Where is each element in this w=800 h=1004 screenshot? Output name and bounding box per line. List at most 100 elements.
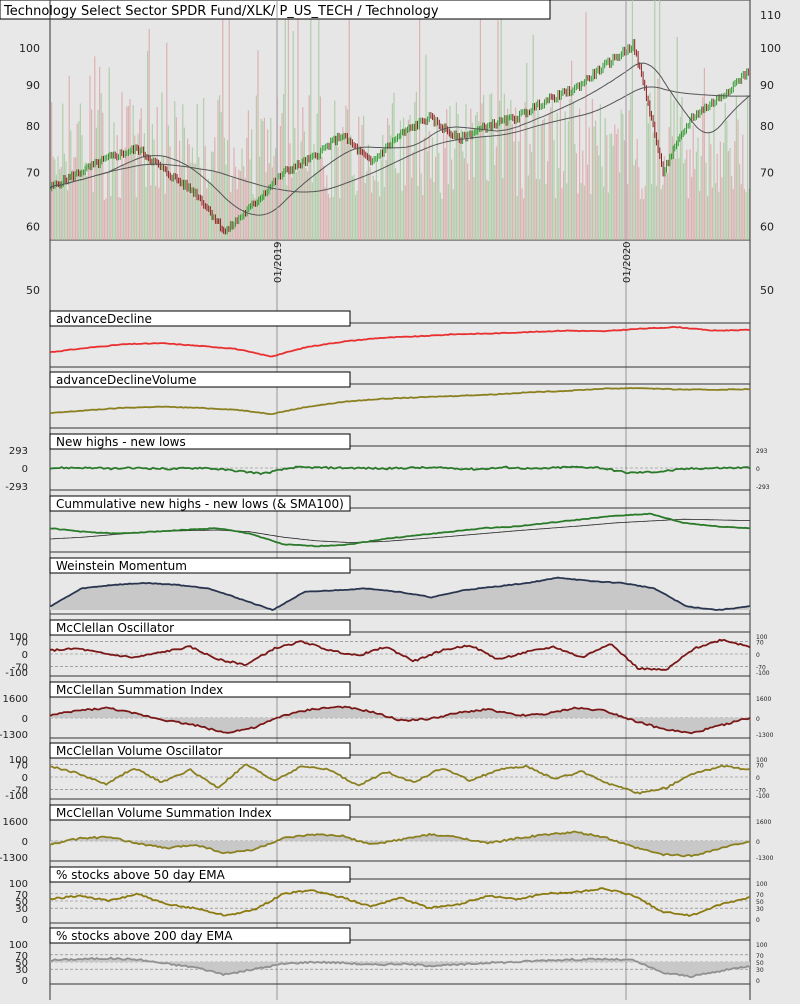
volume-bar bbox=[676, 36, 678, 240]
volume-bar bbox=[451, 159, 453, 240]
volume-bar bbox=[159, 161, 161, 240]
volume-bar bbox=[267, 129, 269, 240]
volume-bar bbox=[499, 100, 501, 240]
volume-bar bbox=[535, 178, 537, 240]
panel-title-box bbox=[49, 927, 351, 944]
volume-bar bbox=[75, 157, 77, 240]
volume-bar bbox=[366, 171, 368, 240]
volume-bar bbox=[196, 103, 198, 240]
volume-bar bbox=[263, 117, 265, 240]
volume-bar bbox=[475, 115, 477, 240]
volume-bar bbox=[454, 148, 456, 240]
panel-y-tick-right: 0 bbox=[756, 466, 760, 473]
volume-bar bbox=[465, 104, 467, 240]
volume-bar bbox=[123, 164, 125, 240]
volume-bar bbox=[673, 100, 675, 240]
volume-bar bbox=[132, 104, 134, 241]
volume-bar bbox=[585, 12, 587, 240]
y-tick-left: 100 bbox=[19, 42, 40, 55]
panel-title: McClellan Volume Oscillator bbox=[56, 744, 223, 758]
volume-bar bbox=[599, 104, 601, 241]
volume-bar bbox=[225, 164, 227, 240]
volume-bar bbox=[188, 144, 190, 240]
volume-bar bbox=[150, 185, 152, 240]
volume-bar bbox=[659, 0, 661, 240]
volume-bar bbox=[342, 127, 344, 240]
volume-bar bbox=[403, 117, 405, 240]
volume-bar bbox=[678, 158, 680, 240]
volume-bar bbox=[76, 123, 78, 240]
volume-bar bbox=[492, 132, 494, 240]
panel-y-tick-right: -100 bbox=[756, 793, 770, 800]
y-tick-left: 90 bbox=[26, 79, 40, 92]
volume-bar bbox=[415, 91, 417, 240]
volume-bar bbox=[425, 54, 427, 241]
volume-bar bbox=[214, 137, 216, 240]
y-tick-left: 70 bbox=[26, 167, 40, 180]
panel-title-box bbox=[49, 371, 351, 388]
volume-bar bbox=[420, 173, 422, 240]
volume-bar bbox=[414, 101, 416, 240]
volume-bar bbox=[633, 165, 635, 240]
volume-bar bbox=[271, 167, 273, 240]
panel-y-tick-right: 100 bbox=[756, 881, 768, 888]
volume-bar bbox=[745, 191, 747, 240]
volume-bar bbox=[319, 96, 321, 240]
volume-bar bbox=[151, 124, 153, 240]
series-line bbox=[50, 387, 751, 416]
volume-bar bbox=[171, 180, 173, 240]
volume-bar bbox=[348, 0, 350, 240]
volume-bar bbox=[353, 174, 355, 240]
panel-y-tick-right: 30 bbox=[756, 906, 764, 913]
y-tick-right: 90 bbox=[760, 79, 774, 92]
panel-y-tick-right: 0 bbox=[756, 917, 760, 924]
panel-y-tick-left: 70 bbox=[15, 637, 28, 648]
volume-bar bbox=[580, 182, 582, 240]
volume-bar bbox=[244, 177, 246, 240]
volume-bar bbox=[142, 164, 144, 240]
volume-bar bbox=[647, 123, 649, 240]
volume-bar bbox=[299, 169, 301, 240]
volume-bar bbox=[54, 159, 56, 240]
volume-bar bbox=[259, 156, 261, 240]
volume-bar bbox=[494, 165, 496, 240]
volume-bar bbox=[635, 159, 637, 240]
panel-title: advanceDeclineVolume bbox=[56, 373, 197, 387]
volume-bar bbox=[140, 108, 142, 241]
volume-bar bbox=[380, 159, 382, 240]
volume-bar bbox=[481, 103, 483, 241]
volume-bar bbox=[390, 135, 392, 240]
volume-bar bbox=[270, 117, 272, 240]
volume-bar bbox=[273, 156, 275, 240]
volume-bar bbox=[639, 199, 641, 240]
price-panel: 11011010010090908080707060605050Technolo… bbox=[0, 0, 781, 297]
volume-bar bbox=[654, 0, 656, 240]
volume-bar bbox=[747, 97, 749, 240]
volume-bar bbox=[399, 120, 401, 240]
panel-title-box bbox=[49, 619, 351, 636]
volume-bar bbox=[241, 148, 243, 240]
panel-y-tick-right: -1300 bbox=[756, 855, 774, 862]
volume-bar bbox=[644, 185, 646, 240]
panel-title-box bbox=[49, 681, 351, 698]
series-line bbox=[49, 576, 751, 611]
volume-bar bbox=[582, 150, 584, 240]
volume-bar bbox=[321, 157, 323, 240]
panel-title: Cummulative new highs - new lows (& SMA1… bbox=[56, 497, 344, 511]
indicator-panel: McClellan Volume Summation Index 1600 0 -13… bbox=[0, 804, 774, 864]
volume-bar bbox=[436, 125, 438, 240]
volume-bar bbox=[724, 102, 726, 240]
volume-bar bbox=[551, 94, 553, 240]
panel-title: McClellan Volume Summation Index bbox=[56, 806, 272, 820]
panel-title: New highs - new lows bbox=[56, 435, 186, 449]
volume-bar bbox=[364, 183, 366, 240]
volume-bar bbox=[260, 119, 262, 240]
y-tick-left: 50 bbox=[26, 284, 40, 297]
volume-bar bbox=[476, 112, 478, 240]
panel-y-tick-right: 70 bbox=[756, 639, 764, 646]
volume-bar bbox=[683, 163, 685, 240]
volume-bar bbox=[731, 176, 733, 240]
volume-bar bbox=[734, 141, 736, 240]
volume-bar bbox=[305, 168, 307, 240]
